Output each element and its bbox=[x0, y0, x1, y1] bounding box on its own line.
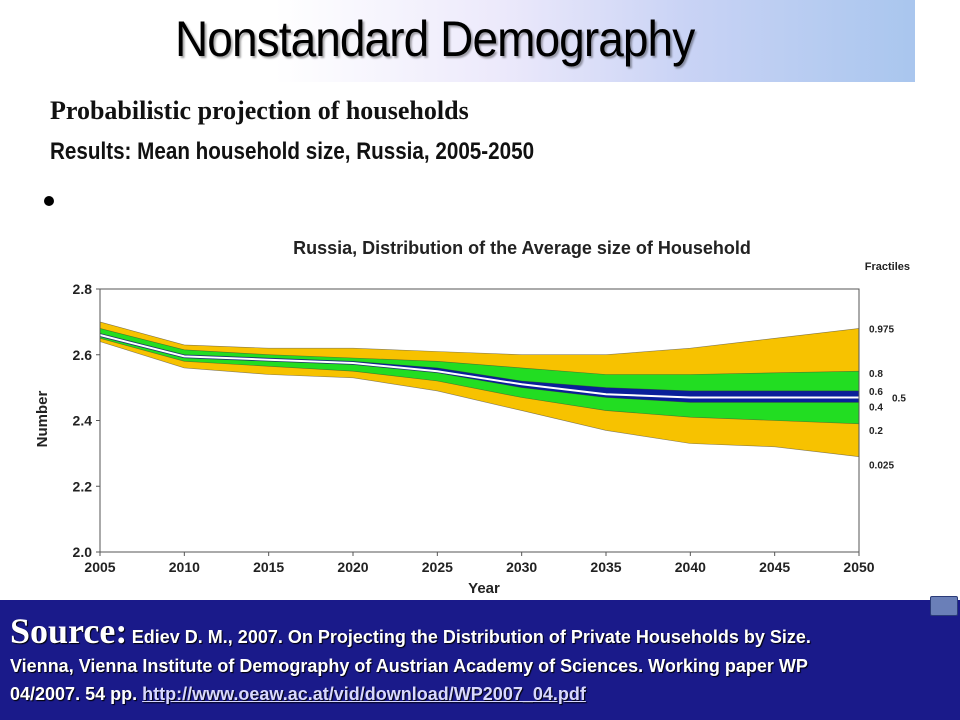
y-tick-label-2.4: 2.4 bbox=[73, 413, 93, 429]
chart-axes bbox=[96, 288, 860, 556]
source-link[interactable]: http://www.oeaw.ac.at/vid/download/WP200… bbox=[142, 684, 586, 704]
source-pages: 04/2007. 54 pp. bbox=[10, 684, 138, 704]
title-bar bbox=[0, 0, 915, 82]
source-line-2: Vienna, Vienna Institute of Demography o… bbox=[10, 656, 808, 676]
y-tick-label-2.8: 2.8 bbox=[73, 281, 93, 297]
y-tick-label-2.2: 2.2 bbox=[73, 478, 93, 494]
x-tick-labels: 2005 2010 2015 2020 2025 2030 2035 2040 2045 2050 bbox=[84, 559, 874, 575]
fractile-label-0.025: 0.025 bbox=[869, 461, 894, 472]
source-label: Source: bbox=[10, 611, 128, 651]
x-tick-label-2015: 2015 bbox=[253, 559, 284, 575]
slide-subtitle-projection: Probabilistic projection of households bbox=[50, 96, 469, 125]
fractile-line-0.6 bbox=[99, 333, 859, 392]
fractile-label-0.5: 0.5 bbox=[892, 393, 906, 404]
legend-title: Fractiles bbox=[865, 261, 910, 273]
fractile-label-0.4: 0.4 bbox=[869, 402, 883, 413]
household-size-chart: Russia, Distribution of the Average size… bbox=[34, 238, 910, 597]
fractile-line-0.8 bbox=[99, 328, 860, 375]
median-line bbox=[99, 334, 859, 399]
source-line-3: 04/2007. 54 pp. http://www.oeaw.ac.at/vi… bbox=[10, 680, 950, 708]
x-tick-label-2040: 2040 bbox=[675, 559, 706, 575]
fractile-line-0.025 bbox=[99, 341, 860, 457]
x-tick-label-2045: 2045 bbox=[759, 559, 790, 575]
x-tick-label-2030: 2030 bbox=[506, 559, 537, 575]
fractile-line-0.975 bbox=[99, 321, 860, 355]
x-tick-label-2020: 2020 bbox=[337, 559, 368, 575]
source-citation-start: Ediev D. M., 2007. On Projecting the Dis… bbox=[131, 627, 811, 647]
x-tick-label-2010: 2010 bbox=[169, 559, 200, 575]
y-tick-labels: 2.0 2.2 2.4 2.6 2.8 bbox=[73, 281, 93, 560]
median-line-group bbox=[99, 334, 859, 399]
source-box: Source: Ediev D. M., 2007. On Projecting… bbox=[0, 600, 960, 720]
source-line-1: Source: Ediev D. M., 2007. On Projecting… bbox=[10, 610, 950, 652]
slide-nav-icon[interactable] bbox=[930, 596, 958, 616]
fractile-bands bbox=[99, 321, 860, 457]
fractile-labels: 0.975 0.8 0.6 0.5 0.4 0.2 0.025 bbox=[869, 324, 906, 471]
fractile-label-0.975: 0.975 bbox=[869, 324, 894, 335]
fractile-label-0.8: 0.8 bbox=[869, 369, 883, 380]
bullet-dot bbox=[44, 196, 54, 206]
x-tick-label-2005: 2005 bbox=[84, 559, 115, 575]
fractile-label-0.2: 0.2 bbox=[869, 426, 883, 437]
x-tick-label-2050: 2050 bbox=[843, 559, 874, 575]
fractile-line-0.4 bbox=[99, 336, 859, 403]
band-0.4-0.6 bbox=[100, 333, 859, 403]
y-tick-label-2.6: 2.6 bbox=[73, 347, 93, 363]
x-tick-label-2025: 2025 bbox=[422, 559, 453, 575]
slide-title: Nonstandard Demography bbox=[175, 11, 695, 67]
x-axis-label: Year bbox=[468, 580, 500, 597]
y-axis-label: Number bbox=[34, 391, 51, 448]
x-tick-label-2035: 2035 bbox=[590, 559, 621, 575]
fractile-label-0.6: 0.6 bbox=[869, 387, 883, 398]
chart-title: Russia, Distribution of the Average size… bbox=[293, 238, 751, 258]
slide-subtitle-results: Results: Mean household size, Russia, 20… bbox=[50, 138, 535, 165]
y-tick-label-2.0: 2.0 bbox=[73, 544, 93, 560]
fractile-line-0.2 bbox=[99, 338, 860, 425]
